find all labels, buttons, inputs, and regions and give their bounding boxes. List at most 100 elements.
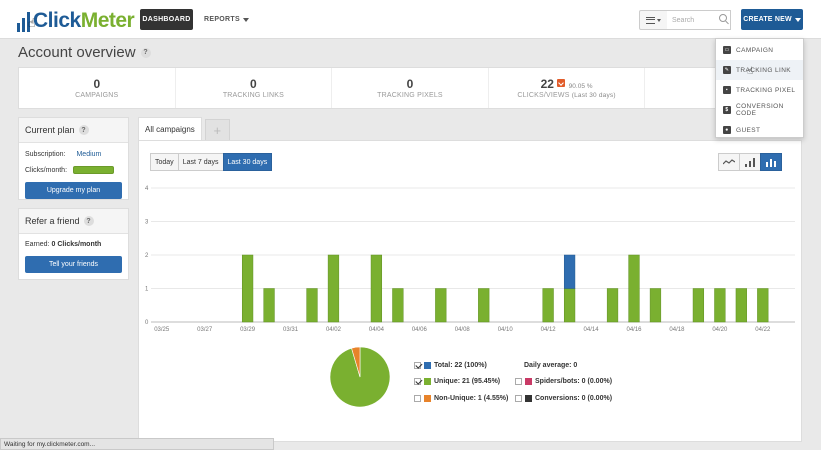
chart-type-group bbox=[718, 153, 782, 171]
search-icon[interactable] bbox=[719, 14, 727, 22]
bar-unique bbox=[606, 288, 619, 323]
legend-daily-average: Daily average: 0 bbox=[524, 362, 577, 369]
y-tick-label: 0 bbox=[145, 320, 149, 326]
bar-non-unique bbox=[563, 254, 576, 289]
top-bar: ClickMeter ☝ DASHBOARD REPORTS Search CR… bbox=[0, 0, 821, 39]
menu-item-guest[interactable]: ● GUEST bbox=[716, 120, 803, 140]
legend-spiders-label: Spiders/bots: 0 (0.00%) bbox=[535, 378, 613, 385]
x-tick-label: 04/08 bbox=[455, 327, 471, 333]
bar-chart-icon bbox=[766, 158, 776, 167]
page-title: Account overview ? bbox=[18, 44, 151, 61]
x-tick-label: 03/25 bbox=[154, 327, 170, 333]
earned-label: Earned: bbox=[25, 240, 50, 248]
tell-friends-button[interactable]: Tell your friends bbox=[25, 256, 122, 273]
bar-unique bbox=[735, 288, 747, 323]
x-tick-label: 04/02 bbox=[326, 327, 342, 333]
bar-unique bbox=[563, 288, 576, 323]
trend-badge-icon bbox=[557, 79, 566, 87]
help-icon[interactable]: ? bbox=[83, 216, 94, 226]
bar-unique bbox=[628, 254, 640, 323]
stat-value: 22 90.05 % bbox=[489, 77, 645, 91]
help-icon[interactable]: ? bbox=[140, 47, 151, 58]
create-new-label: CREATE NEW bbox=[743, 16, 792, 23]
stat-percent: 90.05 % bbox=[568, 83, 593, 90]
upgrade-plan-button[interactable]: Upgrade my plan bbox=[25, 182, 122, 199]
stat-value: 0 bbox=[406, 77, 414, 91]
x-tick-label: 03/29 bbox=[240, 327, 256, 333]
help-icon[interactable]: ? bbox=[78, 125, 89, 135]
stat-clicks-views[interactable]: 22 90.05 % CLICKS/VIEWS (Last 30 days) bbox=[489, 68, 646, 108]
legend-non-unique[interactable]: Non-Unique: 1 (4.55%) bbox=[414, 395, 508, 402]
y-tick-label: 3 bbox=[145, 220, 149, 226]
swatch-icon bbox=[424, 362, 431, 369]
subscription-label: Subscription: bbox=[25, 150, 66, 158]
stat-label: CLICKS/VIEWS (Last 30 days) bbox=[489, 92, 645, 99]
clicks-row: Clicks/month: bbox=[19, 162, 128, 178]
hand-cursor-icon: ☝ bbox=[747, 66, 754, 77]
bar-unique bbox=[306, 288, 318, 323]
pie-slice-unique bbox=[329, 346, 391, 408]
page-title-text: Account overview bbox=[18, 44, 136, 61]
checkbox[interactable] bbox=[414, 395, 421, 402]
menu-item-campaign[interactable]: ▭ CAMPAIGN bbox=[716, 40, 803, 60]
bar-unique bbox=[692, 288, 705, 323]
x-tick-label: 03/31 bbox=[283, 327, 299, 333]
stat-tracking-pixels[interactable]: 0 TRACKING PIXELS bbox=[332, 68, 489, 108]
checkbox[interactable] bbox=[515, 378, 522, 385]
legend-spiders[interactable]: Spiders/bots: 0 (0.00%) bbox=[515, 378, 612, 385]
stat-tracking-links[interactable]: 0 TRACKING LINKS bbox=[176, 68, 333, 108]
browser-status-bar: Waiting for my.clickmeter.com... bbox=[0, 438, 274, 450]
x-tick-label: 04/06 bbox=[412, 327, 428, 333]
bar-chart-button[interactable] bbox=[760, 153, 782, 171]
x-tick-label: 04/10 bbox=[498, 327, 514, 333]
legend-total-label: Total: 22 (100%) bbox=[434, 362, 487, 369]
swatch-icon bbox=[525, 395, 532, 402]
earned-row: Earned: 0 Clicks/month bbox=[19, 236, 128, 252]
stat-label: TRACKING PIXELS bbox=[377, 92, 443, 99]
search-input[interactable]: Search bbox=[667, 10, 731, 30]
bar-unique bbox=[263, 288, 275, 323]
refer-friend-panel: Refer a friend ? Earned: 0 Clicks/month … bbox=[18, 208, 129, 280]
list-menu-button[interactable] bbox=[639, 10, 668, 30]
bar-unique bbox=[478, 288, 490, 323]
clicks-label: Clicks/month: bbox=[25, 166, 68, 174]
checkbox[interactable] bbox=[414, 378, 421, 385]
legend-total[interactable]: Total: 22 (100%) bbox=[414, 362, 487, 369]
y-tick-label: 1 bbox=[145, 287, 149, 293]
signal-chart-icon bbox=[745, 157, 755, 167]
panel-header: Refer a friend ? bbox=[19, 209, 128, 234]
menu-item-label: TRACKING LINK bbox=[736, 66, 792, 74]
legend-unique[interactable]: Unique: 21 (95.45%) bbox=[414, 378, 500, 385]
menu-item-tracking-link[interactable]: ✎ TRACKING LINK bbox=[716, 60, 803, 80]
range-30-days-button[interactable]: Last 30 days bbox=[222, 153, 273, 171]
nav-reports[interactable]: REPORTS bbox=[204, 9, 249, 30]
create-new-button[interactable]: CREATE NEW bbox=[741, 9, 803, 30]
usage-bar bbox=[73, 166, 115, 174]
stat-campaigns[interactable]: 0 CAMPAIGNS bbox=[19, 68, 176, 108]
user-icon: ● bbox=[723, 126, 731, 134]
subscription-link[interactable]: Medium bbox=[76, 150, 102, 158]
panel-title: Refer a friend bbox=[25, 216, 80, 226]
checkbox[interactable] bbox=[414, 362, 421, 369]
chevron-down-icon bbox=[657, 18, 661, 22]
checkbox[interactable] bbox=[515, 395, 522, 402]
nav-reports-label: REPORTS bbox=[204, 16, 240, 23]
legend-conversions[interactable]: Conversions: 0 (0.00%) bbox=[515, 395, 612, 402]
menu-item-tracking-pixel[interactable]: ▪ TRACKING PIXEL bbox=[716, 80, 803, 100]
nav-dashboard[interactable]: DASHBOARD bbox=[140, 9, 193, 30]
clickmeter-logo[interactable]: ClickMeter bbox=[17, 8, 135, 32]
swatch-icon bbox=[424, 395, 431, 402]
bar-unique bbox=[714, 288, 726, 323]
y-tick-label: 4 bbox=[145, 186, 149, 192]
tab-all-campaigns[interactable]: All campaigns bbox=[138, 117, 202, 141]
hand-cursor-icon: ☝ bbox=[28, 16, 36, 30]
stat-value-number: 22 bbox=[540, 77, 554, 91]
add-tab-button[interactable]: + bbox=[204, 119, 230, 141]
legend-unique-label: Unique: 21 (95.45%) bbox=[434, 378, 501, 385]
x-tick-label: 04/18 bbox=[669, 327, 685, 333]
chevron-down-icon bbox=[794, 17, 801, 22]
chevron-down-icon bbox=[242, 17, 249, 22]
bar-unique bbox=[241, 254, 254, 323]
menu-item-conversion-code[interactable]: $ CONVERSION CODE bbox=[716, 100, 803, 120]
current-plan-panel: Current plan ? Subscription: Medium Clic… bbox=[18, 117, 129, 200]
